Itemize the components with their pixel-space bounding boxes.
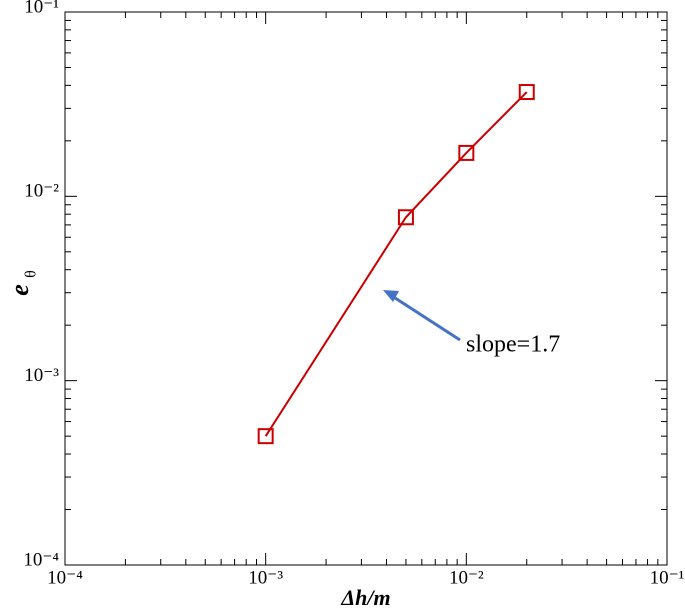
x-axis-label: Δh/m bbox=[340, 585, 390, 610]
x-tick-label: 10⁻² bbox=[449, 567, 484, 588]
marker bbox=[458, 144, 475, 161]
y-tick-label: 10⁻¹ bbox=[24, 0, 59, 17]
marker bbox=[257, 428, 274, 445]
marker bbox=[518, 84, 535, 101]
y-axis-label-group: e θ bbox=[5, 270, 40, 296]
y-axis-label: e bbox=[5, 284, 34, 296]
arrow-head bbox=[383, 290, 399, 302]
annotation: slope=1.7 bbox=[466, 332, 560, 358]
series-line bbox=[264, 91, 528, 437]
annotation-arrow bbox=[391, 294, 461, 342]
y-tick-label: 10⁻³ bbox=[24, 365, 59, 386]
x-tick-label: 10⁻³ bbox=[248, 567, 283, 588]
x-tick-label: 10⁻⁴ bbox=[47, 567, 83, 588]
plot-frame bbox=[64, 11, 668, 566]
x-tick-label: 10⁻¹ bbox=[650, 567, 685, 588]
y-tick-label: 10⁻⁴ bbox=[23, 549, 59, 570]
y-tick-label: 10⁻² bbox=[24, 181, 59, 202]
marker bbox=[397, 209, 414, 226]
y-axis-label-sub: θ bbox=[23, 270, 40, 278]
